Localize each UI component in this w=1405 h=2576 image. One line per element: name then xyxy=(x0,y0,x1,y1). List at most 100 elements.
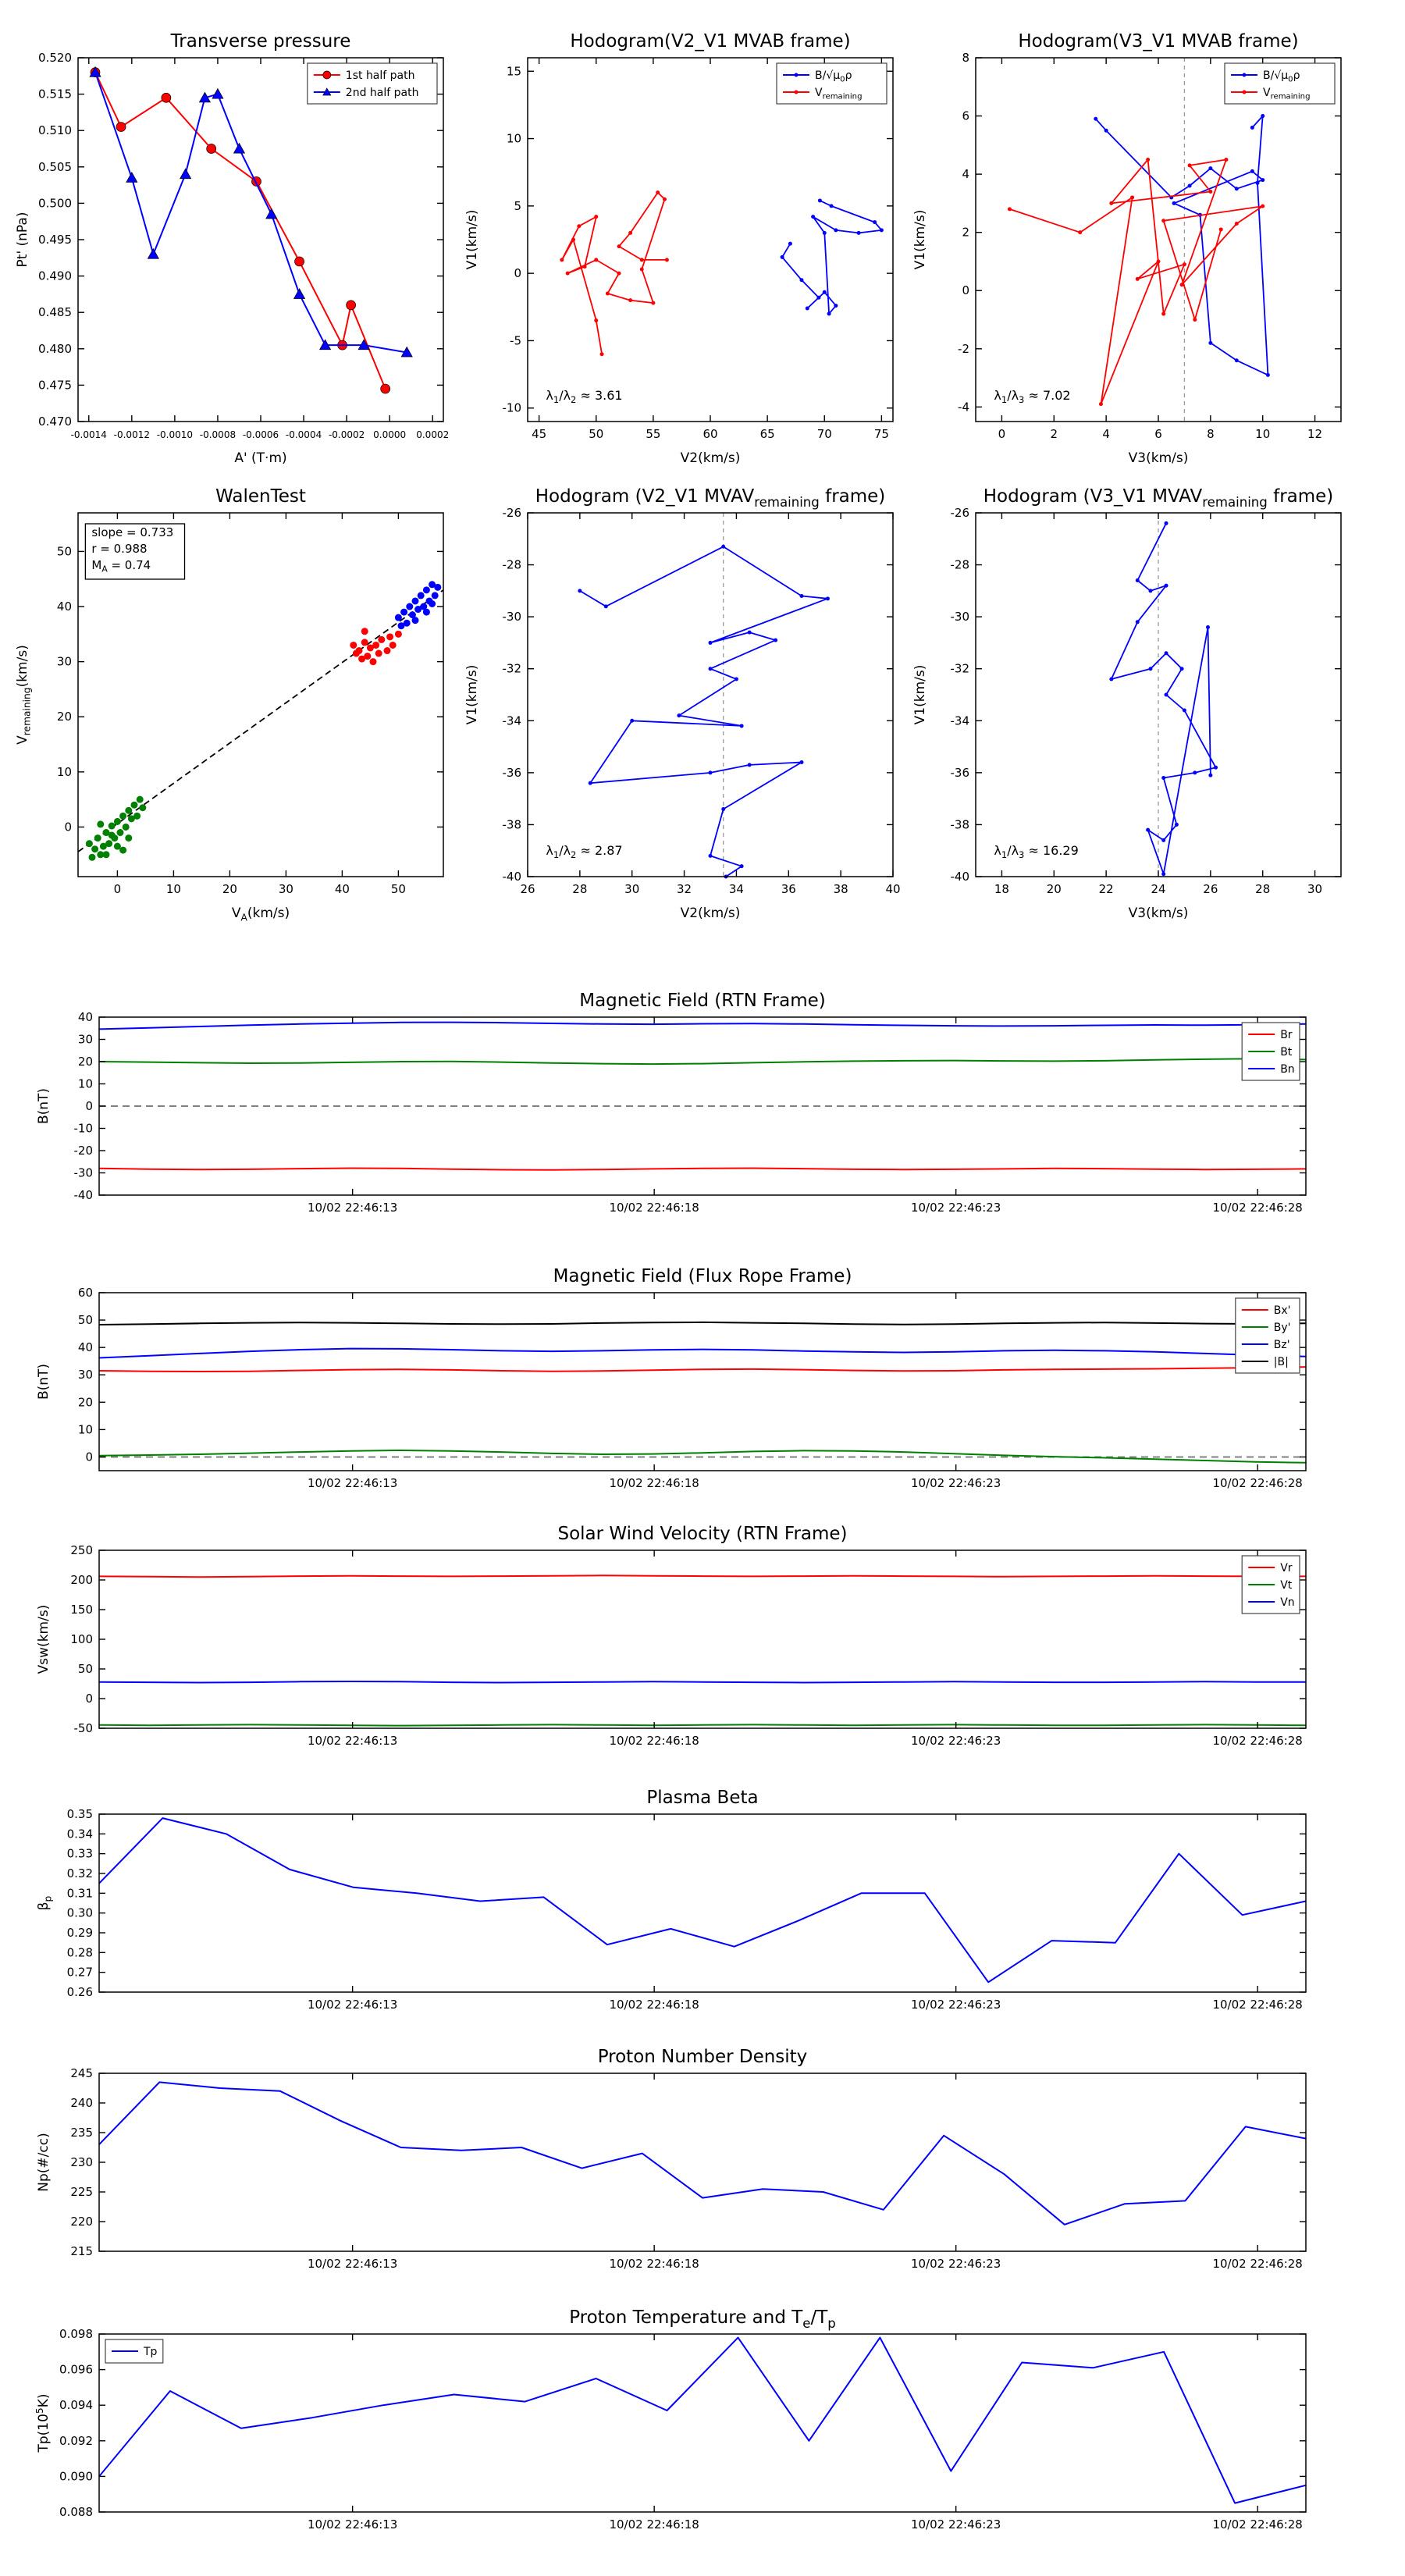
y-tick-label: -34 xyxy=(503,713,522,728)
x-axis-label: V3(km/s) xyxy=(1129,906,1189,921)
x-tick-label: -0.0008 xyxy=(200,429,236,440)
y-tick-label: 0.515 xyxy=(38,87,72,101)
chart-svg-hodogram-v2v1-mvab: 45 50 55 60 65 70 75 -10 -5 0 5 10 15 Hodogram(V2_V1 … xyxy=(464,31,894,466)
y-tick-label: 0.27 xyxy=(67,1966,93,1980)
y-tick-label: 0.470 xyxy=(38,415,72,429)
legend-label: Bz' xyxy=(1274,1339,1290,1351)
y-tick-label: -50 xyxy=(74,1721,94,1735)
x-tick-label: 0.0002 xyxy=(416,429,449,440)
chart-title: Transverse pressure xyxy=(170,31,351,52)
y-tick-label: 0.29 xyxy=(67,1926,93,1940)
x-tick-label: 10/02 22:46:28 xyxy=(1212,2517,1302,2532)
y-tick-label: 8 xyxy=(962,51,969,65)
y-tick-label: -10 xyxy=(503,401,522,415)
y-tick-label: 5 xyxy=(514,199,521,213)
y-tick-label: -10 xyxy=(74,1122,94,1136)
series-|B| xyxy=(98,1321,1307,1325)
y-tick-label: -40 xyxy=(951,870,970,884)
y-tick-label: -36 xyxy=(503,766,522,780)
series-Vt xyxy=(98,1724,1307,1727)
chart-svg-hodogram-v2v1-mvav: 26 28 30 32 34 36 38 40 -40 -38 -36 -34 -32 -30 -28 -26… xyxy=(464,486,901,921)
y-tick-label: -30 xyxy=(951,610,970,624)
series-beta xyxy=(98,1817,1307,1984)
chart-title: Hodogram (V2_V1 MVAVremaining frame) xyxy=(535,486,886,510)
x-tick-label: -0.0006 xyxy=(243,429,279,440)
y-axis-label: V1(km/s) xyxy=(464,210,480,270)
y-tick-label: 0.480 xyxy=(38,342,72,356)
chart-title: Magnetic Field (RTN Frame) xyxy=(579,991,826,1011)
x-tick-label: 22 xyxy=(1099,882,1114,896)
x-tick-label: 10/02 22:46:18 xyxy=(609,1476,699,1490)
y-tick-label: -32 xyxy=(951,662,970,676)
y-tick-label: 0.096 xyxy=(59,2363,93,2377)
y-tick-label: 0.500 xyxy=(38,196,72,210)
y-tick-label: 200 xyxy=(70,1573,93,1587)
x-tick-label: 8 xyxy=(1207,427,1215,441)
x-tick-label: 12 xyxy=(1307,427,1322,441)
series-Np xyxy=(98,2081,1307,2226)
y-tick-label: -40 xyxy=(74,1188,94,1202)
series-By' xyxy=(98,1450,1307,1464)
x-tick-label: 45 xyxy=(532,427,546,441)
y-tick-label: 0 xyxy=(85,1692,93,1706)
y-axis-label: Pt' (nPa) xyxy=(15,212,30,268)
y-tick-label: 0.094 xyxy=(59,2398,93,2412)
x-tick-label: 30 xyxy=(1307,882,1322,896)
legend: B/√μ0ρ Vremaining xyxy=(1224,62,1336,105)
chart-svg-b-fluxrope: 10/02 22:46:13 10/02 22:46:18 10/02 22:46:… xyxy=(36,1266,1307,1490)
annotation: λ1/λ3 ≈ 16.29 xyxy=(994,843,1078,860)
x-tick-label: 10/02 22:46:13 xyxy=(308,2517,397,2532)
x-tick-label: 4 xyxy=(1102,427,1110,441)
legend-label: 1st half path xyxy=(346,69,415,82)
x-tick-label: -0.0014 xyxy=(71,429,107,440)
x-tick-label: 6 xyxy=(1154,427,1162,441)
x-tick-label: 65 xyxy=(760,427,775,441)
series-cluster-2 xyxy=(350,628,402,666)
y-tick-label: 40 xyxy=(57,600,72,614)
y-tick-label: 0.31 xyxy=(67,1886,93,1900)
stats-line: slope = 0.733 xyxy=(91,525,173,539)
y-axis-label: Vremaining(km/s) xyxy=(15,645,32,745)
x-tick-label: 10 xyxy=(166,882,181,896)
legend-label: Bt xyxy=(1280,1046,1293,1059)
y-tick-label: 0.28 xyxy=(67,1945,93,1959)
x-tick-label: 10/02 22:46:23 xyxy=(911,1998,1001,2012)
x-tick-label: 60 xyxy=(702,427,717,441)
y-tick-label: 0.35 xyxy=(67,1807,93,1821)
y-tick-label: 245 xyxy=(70,2066,93,2080)
chart-title: Magnetic Field (Flux Rope Frame) xyxy=(553,1266,852,1286)
x-tick-label: 28 xyxy=(572,882,587,896)
series-Vremaining xyxy=(1007,157,1265,407)
y-tick-label: -28 xyxy=(503,558,522,572)
y-tick-label: 225 xyxy=(70,2185,93,2199)
y-tick-label: -32 xyxy=(503,662,522,676)
x-tick-label: 10/02 22:46:23 xyxy=(911,2257,1001,2271)
x-tick-label: 10/02 22:46:28 xyxy=(1212,1476,1302,1490)
y-tick-label: 30 xyxy=(78,1368,93,1382)
legend: Br Bt Bn xyxy=(1241,1022,1300,1081)
y-tick-label: 0 xyxy=(962,283,969,297)
y-tick-label: 50 xyxy=(78,1313,93,1327)
x-tick-label: 10/02 22:46:23 xyxy=(911,1201,1001,1215)
series-fit line xyxy=(77,589,444,852)
chart-svg-vsw-rtn: 10/02 22:46:13 10/02 22:46:18 10/02 22:46:… xyxy=(36,1524,1307,1748)
x-axis-label: VA(km/s) xyxy=(232,906,290,923)
x-tick-label: 30 xyxy=(279,882,293,896)
y-tick-label: 0.495 xyxy=(38,233,72,247)
x-tick-label: 10/02 22:46:28 xyxy=(1212,2257,1302,2271)
y-axis-label: βp xyxy=(36,1895,53,1910)
series-V hodogram xyxy=(1109,521,1218,877)
y-tick-label: 6 xyxy=(962,109,969,123)
x-axis-label: V3(km/s) xyxy=(1129,450,1189,466)
y-tick-label: -26 xyxy=(951,506,970,520)
legend-label: B/√μ0ρ xyxy=(815,69,852,84)
chart-title: Hodogram (V3_V1 MVAVremaining frame) xyxy=(984,486,1334,510)
y-tick-label: 0.490 xyxy=(38,269,72,283)
y-axis-label: V1(km/s) xyxy=(912,210,928,270)
chart-title: Hodogram(V2_V1 MVAB frame) xyxy=(570,31,850,52)
x-tick-label: 55 xyxy=(646,427,660,441)
x-tick-label: 10/02 22:46:13 xyxy=(308,1476,397,1490)
x-tick-label: 26 xyxy=(520,882,535,896)
legend-label: Bn xyxy=(1280,1063,1294,1076)
chart-svg-transverse-pressure: -0.0014 -0.0012 -0.0010 -0.0008 -0.0006 -0.00… xyxy=(15,31,449,466)
